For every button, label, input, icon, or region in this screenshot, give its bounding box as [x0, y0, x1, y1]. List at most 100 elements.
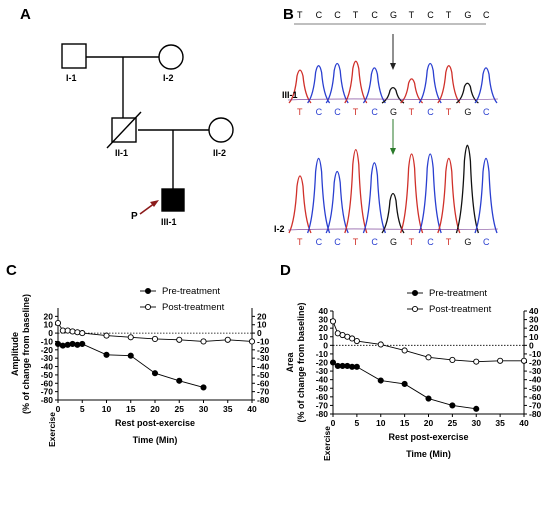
y-tick-label: -60 — [316, 392, 329, 402]
data-point — [127, 352, 134, 359]
y-tick-label: -60 — [41, 378, 54, 388]
x-tick-label: 40 — [247, 404, 257, 414]
y-tick-label: 30 — [319, 315, 329, 325]
y-tick-label: 0 — [323, 340, 328, 350]
x-tick-label: 10 — [102, 404, 112, 414]
y-tick-label: 20 — [319, 323, 329, 333]
y-tick-label: -30 — [41, 353, 54, 363]
y-tick-label-right: 20 — [529, 323, 539, 333]
x-origin-label: Exercise — [47, 412, 57, 447]
x-tick-label: 5 — [355, 418, 360, 428]
x-tick-label: 5 — [80, 404, 85, 414]
data-point — [74, 329, 81, 336]
data-point — [349, 335, 356, 342]
y-tick-label-right: -60 — [257, 378, 270, 388]
y-axis-title: Amplitude — [10, 332, 20, 376]
y-tick-label-right: -10 — [257, 336, 270, 346]
y-tick-label-right: -80 — [529, 409, 542, 419]
data-point — [401, 347, 408, 354]
y-tick-label-right: -60 — [529, 392, 542, 402]
x-tick-label: 30 — [472, 418, 482, 428]
x-origin-label: Exercise — [322, 426, 332, 461]
panel-letter-a: A — [20, 6, 31, 23]
data-point — [425, 395, 432, 402]
data-point — [248, 338, 256, 345]
x-tick-label: 35 — [495, 418, 505, 428]
y-tick-label: -20 — [316, 358, 329, 368]
data-point — [64, 327, 71, 334]
data-point — [64, 341, 71, 348]
legend-marker — [144, 287, 152, 295]
data-point — [79, 340, 86, 348]
y-tick-label-right: -30 — [257, 353, 270, 363]
data-point — [59, 342, 66, 349]
data-point — [103, 332, 110, 339]
y-tick-label-right: 30 — [529, 315, 539, 325]
y-tick-label: -80 — [316, 409, 329, 419]
y-tick-label: -50 — [41, 370, 54, 380]
x-axis-title: Rest post-exercise — [388, 432, 468, 442]
y-tick-label: -80 — [41, 395, 54, 405]
data-point — [224, 336, 231, 343]
x-tick-label: 35 — [223, 404, 233, 414]
data-point — [377, 377, 384, 384]
y-tick-label-right: -80 — [257, 395, 270, 405]
data-point — [401, 380, 408, 388]
data-point — [473, 405, 480, 412]
data-point — [151, 335, 159, 342]
y-tick-label: -40 — [316, 375, 329, 385]
y-tick-label: -30 — [316, 366, 329, 376]
y-tick-label-right: -10 — [529, 349, 542, 359]
data-point — [377, 341, 384, 348]
legend-label: Post-treatment — [162, 302, 225, 313]
y-tick-label-right: 10 — [529, 332, 539, 342]
data-point — [151, 370, 159, 377]
legend-label: Pre-treatment — [162, 286, 220, 297]
x-tick-label: 30 — [199, 404, 209, 414]
data-point — [200, 384, 207, 391]
y-tick-label: -40 — [41, 362, 54, 372]
y-tick-label-right: -70 — [257, 387, 270, 397]
data-point — [69, 328, 76, 335]
data-point — [69, 340, 76, 348]
legend-marker — [411, 289, 419, 297]
data-point — [449, 402, 456, 409]
data-point — [449, 356, 456, 363]
panel-letter-c: C — [6, 262, 17, 279]
y-tick-label: 10 — [44, 320, 54, 330]
y-tick-label-right: 20 — [257, 311, 267, 321]
data-point — [74, 341, 81, 348]
data-point — [425, 354, 432, 361]
y-tick-label: 40 — [319, 306, 329, 316]
y-tick-label-right: -70 — [529, 400, 542, 410]
data-point — [79, 330, 86, 337]
x-tick-label: 25 — [175, 404, 185, 414]
data-point — [329, 359, 337, 366]
x-tick-label: 0 — [331, 418, 336, 428]
data-point — [353, 337, 360, 345]
y-tick-label-right: -30 — [529, 366, 542, 376]
data-point — [176, 336, 183, 343]
y-tick-label-right: -50 — [257, 370, 270, 380]
y-tick-label: 10 — [319, 332, 329, 342]
y-tick-label: -10 — [41, 336, 54, 346]
data-point — [473, 358, 480, 365]
y-tick-label-right: 0 — [529, 340, 534, 350]
y-tick-label: -70 — [316, 400, 329, 410]
y-tick-label-right: 40 — [529, 306, 539, 316]
y-tick-label-right: -40 — [257, 362, 270, 372]
x-axis-subtitle: Time (Min) — [406, 449, 451, 459]
x-tick-label: 20 — [150, 404, 160, 414]
x-tick-label: 25 — [448, 418, 458, 428]
x-tick-label: 20 — [424, 418, 434, 428]
y-axis-subtitle: (% of change from baseline) — [296, 302, 306, 422]
data-point — [329, 318, 337, 325]
y-tick-label-right: -40 — [529, 375, 542, 385]
x-tick-label: 15 — [400, 418, 410, 428]
y-tick-label: -20 — [41, 345, 54, 355]
y-axis-title: Area — [285, 352, 295, 373]
data-point — [344, 362, 351, 369]
